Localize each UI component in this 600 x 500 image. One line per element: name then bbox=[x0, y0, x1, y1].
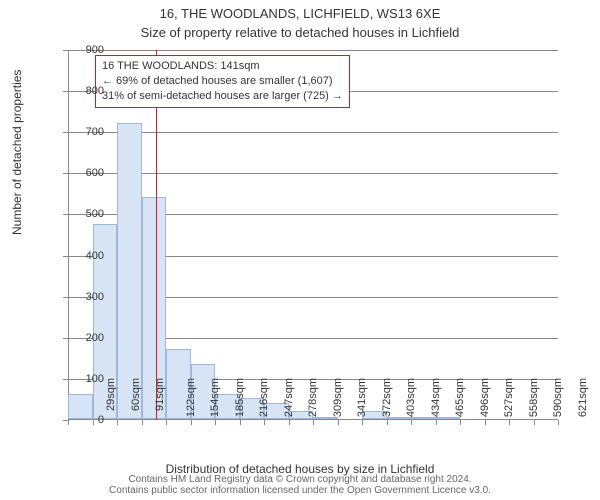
ytick-label: 400 bbox=[70, 250, 104, 262]
gridline bbox=[68, 173, 558, 174]
ytick-mark bbox=[63, 50, 68, 51]
ytick-label: 500 bbox=[70, 208, 104, 220]
histogram-bar bbox=[117, 123, 142, 419]
ytick-mark bbox=[63, 338, 68, 339]
histogram-bar bbox=[411, 417, 436, 419]
ytick-mark bbox=[63, 173, 68, 174]
ytick-label: 700 bbox=[70, 126, 104, 138]
annotation-line3: 31% of semi-detached houses are larger (… bbox=[102, 89, 343, 104]
y-axis-line bbox=[68, 50, 69, 420]
ytick-label: 300 bbox=[70, 291, 104, 303]
xtick-mark bbox=[117, 420, 118, 425]
histogram-bar bbox=[436, 417, 461, 419]
ytick-mark bbox=[63, 132, 68, 133]
xtick-label: 216sqm bbox=[258, 378, 270, 417]
ytick-mark bbox=[63, 91, 68, 92]
xtick-mark bbox=[509, 420, 510, 425]
gridline bbox=[68, 50, 558, 51]
footer-line1: Contains HM Land Registry data © Crown c… bbox=[0, 474, 600, 485]
xtick-label: 372sqm bbox=[381, 378, 393, 417]
xtick-label: 434sqm bbox=[430, 378, 442, 417]
footer-attribution: Contains HM Land Registry data © Crown c… bbox=[0, 474, 600, 496]
xtick-mark bbox=[436, 420, 437, 425]
annotation-callout: 16 THE WOODLANDS: 141sqm ← 69% of detach… bbox=[95, 55, 350, 108]
xtick-label: 29sqm bbox=[105, 378, 117, 411]
ytick-label: 900 bbox=[70, 44, 104, 56]
histogram-bar bbox=[313, 417, 338, 419]
xtick-label: 403sqm bbox=[405, 378, 417, 417]
xtick-mark bbox=[191, 420, 192, 425]
xtick-label: 309sqm bbox=[332, 378, 344, 417]
xtick-mark bbox=[215, 420, 216, 425]
xtick-mark bbox=[485, 420, 486, 425]
xtick-label: 185sqm bbox=[234, 378, 246, 417]
page-title-line1: 16, THE WOODLANDS, LICHFIELD, WS13 6XE bbox=[0, 6, 600, 21]
xtick-label: 341sqm bbox=[356, 378, 368, 417]
xtick-label: 154sqm bbox=[209, 378, 221, 417]
xtick-mark bbox=[313, 420, 314, 425]
xtick-mark bbox=[387, 420, 388, 425]
xtick-label: 278sqm bbox=[307, 378, 319, 417]
ytick-label: 600 bbox=[70, 167, 104, 179]
xtick-mark bbox=[289, 420, 290, 425]
page-title-line2: Size of property relative to detached ho… bbox=[0, 25, 600, 40]
xtick-label: 91sqm bbox=[154, 378, 166, 411]
xtick-mark bbox=[264, 420, 265, 425]
xtick-mark bbox=[68, 420, 69, 425]
ytick-mark bbox=[63, 256, 68, 257]
ytick-label: 800 bbox=[70, 85, 104, 97]
xtick-label: 247sqm bbox=[283, 378, 295, 417]
xtick-label: 496sqm bbox=[479, 378, 491, 417]
xtick-label: 60sqm bbox=[130, 378, 142, 411]
xtick-label: 558sqm bbox=[528, 378, 540, 417]
ytick-mark bbox=[63, 297, 68, 298]
annotation-line2: ← 69% of detached houses are smaller (1,… bbox=[102, 74, 343, 89]
histogram-bar bbox=[387, 417, 412, 419]
xtick-label: 527sqm bbox=[503, 378, 515, 417]
xtick-mark bbox=[338, 420, 339, 425]
ytick-label: 100 bbox=[70, 373, 104, 385]
footer-line2: Contains public sector information licen… bbox=[0, 485, 600, 496]
xtick-mark bbox=[166, 420, 167, 425]
xtick-label: 122sqm bbox=[185, 378, 197, 417]
gridline bbox=[68, 132, 558, 133]
xtick-mark bbox=[534, 420, 535, 425]
xtick-mark bbox=[362, 420, 363, 425]
ytick-label: 0 bbox=[70, 414, 104, 426]
y-axis-label: Number of detached properties bbox=[10, 70, 24, 235]
xtick-mark bbox=[411, 420, 412, 425]
xtick-label: 590sqm bbox=[552, 378, 564, 417]
xtick-mark bbox=[142, 420, 143, 425]
xtick-mark bbox=[240, 420, 241, 425]
ytick-mark bbox=[63, 214, 68, 215]
xtick-mark bbox=[460, 420, 461, 425]
xtick-mark bbox=[558, 420, 559, 425]
xtick-label: 465sqm bbox=[454, 378, 466, 417]
annotation-line1: 16 THE WOODLANDS: 141sqm bbox=[102, 59, 343, 74]
ytick-mark bbox=[63, 379, 68, 380]
xtick-label: 621sqm bbox=[577, 378, 589, 417]
ytick-label: 200 bbox=[70, 332, 104, 344]
